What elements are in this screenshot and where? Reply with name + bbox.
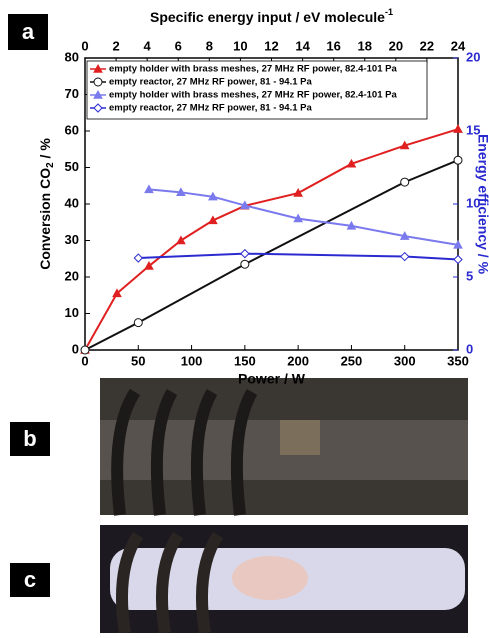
marker: [240, 259, 250, 269]
y-tick-label: 20: [65, 268, 79, 283]
legend-label: empty reactor, 27 MHz RF power, 81 - 94.…: [109, 103, 312, 114]
top-x-tick-label: 2: [112, 38, 119, 53]
title-part: Conversion CO: [37, 168, 53, 270]
legend-marker: [93, 103, 103, 113]
photo: [100, 378, 468, 516]
top-x-tick-label: 0: [81, 38, 88, 53]
top-x-tick-label: 14: [295, 38, 310, 53]
y2-tick-label: 20: [466, 49, 480, 64]
marker: [453, 254, 463, 265]
y2-axis-title: Energy efficiency / %: [475, 134, 489, 275]
x-axis-title: Power / W: [238, 371, 306, 387]
top-x-tick-label: 12: [264, 38, 278, 53]
panel-label: c: [24, 567, 36, 592]
x-tick-label: 200: [287, 353, 309, 368]
marker: [399, 140, 410, 150]
marker: [133, 318, 143, 328]
marker: [144, 184, 154, 194]
marker: [240, 200, 250, 210]
panel-badge: [8, 14, 48, 50]
top-x-tick-label: 18: [358, 38, 372, 53]
top-x-tick-label: 8: [206, 38, 213, 53]
x-tick-label: 0: [81, 353, 88, 368]
marker: [453, 239, 463, 249]
y-tick-label: 60: [65, 122, 79, 137]
marker: [400, 251, 410, 262]
top-x-tick-label: 24: [451, 38, 466, 53]
marker: [176, 235, 186, 245]
y-tick-label: 80: [65, 49, 79, 64]
panel-badge: [10, 563, 50, 597]
marker: [208, 191, 218, 201]
marker: [133, 253, 143, 263]
y-tick-label: 10: [65, 305, 79, 320]
photo: [100, 525, 468, 634]
x-tick-label: 50: [131, 353, 145, 368]
legend-label: empty holder with brass meshes, 27 MHz R…: [109, 64, 397, 75]
x-tick-label: 150: [234, 353, 256, 368]
marker: [208, 215, 218, 225]
legend-label: empty holder with brass meshes, 27 MHz R…: [109, 90, 397, 101]
x-tick-label: 350: [447, 353, 469, 368]
marker: [293, 213, 303, 223]
marker: [176, 187, 186, 197]
y-tick-label: 50: [65, 159, 79, 174]
series-line: [84, 128, 459, 351]
panel-badge: [10, 422, 50, 456]
top-axis-title: Specific energy input / eV molecule-1: [150, 7, 393, 24]
top-x-tick-label: 10: [233, 38, 247, 53]
marker: [453, 124, 463, 133]
y2-tick-label: 10: [466, 195, 480, 210]
marker: [453, 155, 463, 165]
title-part: Specific energy input / eV molecule: [150, 9, 385, 25]
marker: [346, 220, 357, 230]
panel-label: b: [23, 426, 36, 451]
marker: [400, 177, 410, 187]
y-tick-label: 40: [65, 195, 79, 210]
legend-box: [86, 60, 428, 120]
y2-tick-label: 5: [466, 268, 473, 283]
series-line: [148, 188, 459, 246]
top-x-tick-label: 20: [389, 38, 403, 53]
marker: [399, 231, 410, 240]
series-line: [138, 252, 459, 261]
y-tick-label: 0: [72, 341, 79, 356]
y-tick-label: 70: [65, 86, 79, 101]
marker: [144, 261, 154, 270]
y2-tick-label: 0: [466, 341, 473, 356]
marker: [293, 188, 303, 197]
x-tick-label: 100: [181, 353, 203, 368]
y2-tick-label: 15: [466, 122, 480, 137]
title-part: / %: [37, 138, 53, 163]
marker: [80, 345, 90, 355]
subscript: 2: [45, 162, 56, 168]
superscript: -1: [385, 7, 393, 17]
y-tick-label: 30: [65, 232, 79, 247]
legend-marker: [93, 89, 103, 99]
legend-marker: [93, 77, 103, 87]
legend-label: empty reactor, 27 MHz RF power, 81 - 94.…: [109, 77, 312, 88]
y-axis-title: Conversion CO2 / %: [37, 138, 56, 270]
marker: [346, 158, 357, 168]
top-x-tick-label: 6: [175, 38, 182, 53]
top-x-tick-label: 4: [144, 38, 152, 53]
top-x-tick-label: 22: [420, 38, 434, 53]
marker: [240, 248, 250, 259]
panel-label: a: [22, 19, 35, 44]
legend-marker: [93, 63, 103, 73]
marker: [112, 288, 122, 298]
x-tick-label: 300: [394, 353, 416, 368]
top-x-tick-label: 16: [326, 38, 340, 53]
x-tick-label: 250: [341, 353, 363, 368]
